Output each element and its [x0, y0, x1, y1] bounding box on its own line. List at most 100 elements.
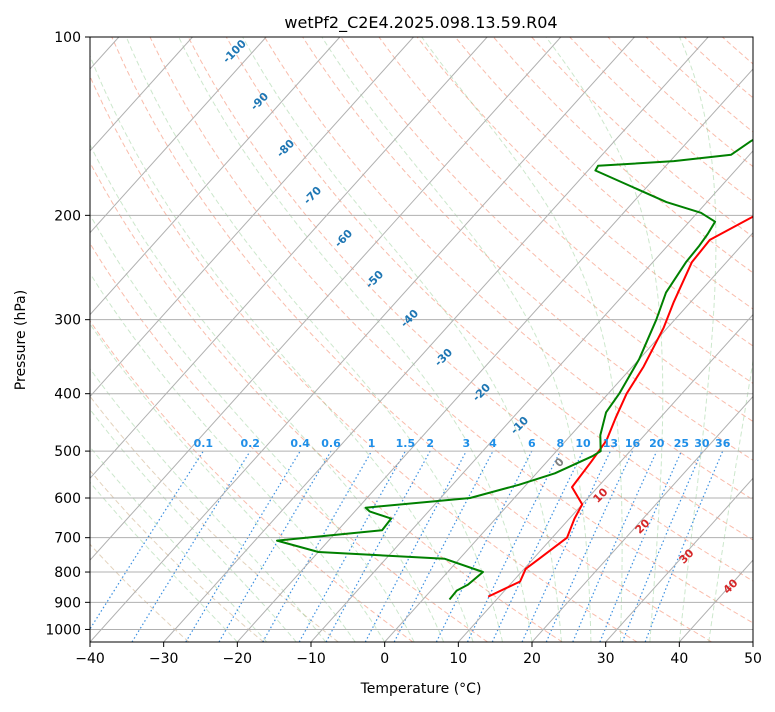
isotherm-line: [385, 37, 775, 642]
dry-adiabat-line: [493, 37, 775, 642]
mixing-ratio-label: 1.5: [396, 437, 416, 450]
dry-adiabat-label: 30: [677, 546, 697, 566]
y-axis-label: Pressure (hPa): [13, 290, 29, 390]
dry-adiabat-line: [265, 37, 775, 642]
x-tick-label: −20: [223, 651, 253, 667]
mixing-ratio-label: 6: [528, 437, 536, 450]
dry-adiabat-label: -70: [301, 184, 324, 207]
mixing-ratio-label: 3: [463, 437, 471, 450]
isotherm-line: [0, 37, 414, 642]
dry-adiabat-label: -90: [248, 90, 271, 113]
dry-adiabat-line: [455, 37, 775, 642]
dry-adiabat-line: [684, 37, 775, 642]
moist-adiabat-line: [0, 114, 355, 642]
isotherm-line: [0, 37, 487, 642]
mixing-ratio-line: [468, 451, 561, 642]
dry-adiabat-line: [303, 37, 775, 642]
mixing-ratio-label: 20: [649, 437, 665, 450]
x-tick-label: 20: [523, 651, 541, 667]
dry-adiabat-line: [0, 37, 338, 642]
y-tick-label: 1000: [45, 622, 81, 638]
y-tick-label: 100: [54, 30, 81, 46]
mixing-ratio-line: [132, 451, 250, 642]
moist-adiabat-line: [0, 150, 296, 642]
mixing-ratio-line: [299, 451, 405, 642]
x-tick-label: 50: [744, 651, 762, 667]
isotherm-line: [90, 37, 635, 642]
moist-adiabat-line: [0, 181, 237, 642]
dry-adiabat-label: -60: [332, 227, 355, 250]
dry-adiabat-line: [379, 37, 775, 642]
isotherm-line: [0, 37, 266, 642]
dry-adiabat-line: [532, 37, 775, 642]
mixing-ratio-label: 0.4: [290, 437, 310, 450]
mixing-ratio-line: [600, 451, 682, 642]
dry-adiabat-line: [226, 37, 775, 642]
y-tick-label: 600: [54, 491, 81, 507]
dry-adiabat-line: [646, 37, 775, 642]
dry-adiabat-line: [0, 37, 413, 642]
moist-adiabat-line: [422, 37, 622, 642]
x-tick-label: 10: [449, 651, 467, 667]
dry-adiabat-label: -80: [274, 137, 297, 160]
mixing-ratio-label: 30: [694, 437, 710, 450]
x-tick-label: 40: [670, 651, 688, 667]
dry-adiabat-label: 10: [591, 485, 611, 505]
mixing-ratio-line: [365, 451, 466, 642]
temperature-profile: [488, 37, 775, 597]
isotherm-line: [458, 37, 775, 642]
mixing-ratio-label: 0.6: [321, 437, 341, 450]
dry-adiabat-line: [0, 37, 488, 642]
y-tick-label: 800: [54, 565, 81, 581]
isotherm-line: [753, 37, 775, 642]
dry-adiabat-line: [417, 37, 775, 642]
x-axis-label: Temperature (°C): [360, 681, 482, 697]
mixing-ratio-label: 2: [426, 437, 434, 450]
mixing-ratio-label: 0.1: [194, 437, 214, 450]
dry-adiabat-line: [0, 37, 264, 642]
isotherm-line: [311, 37, 775, 642]
x-tick-label: 30: [597, 651, 615, 667]
x-tick-label: 0: [380, 651, 389, 667]
mixing-ratio-label: 16: [625, 437, 641, 450]
x-tick-label: −40: [75, 651, 105, 667]
dry-adiabat-label: -30: [432, 346, 455, 369]
moist-adiabat-line: [243, 37, 562, 642]
y-tick-label: 700: [54, 531, 81, 547]
mixing-ratio-label: 10: [575, 437, 591, 450]
moist-adiabat-line: [25, 73, 414, 642]
moist-adiabat-line: [0, 133, 326, 642]
isotherm-line: [679, 37, 775, 642]
mixing-ratio-line: [645, 451, 723, 642]
moist-adiabat-line: [546, 37, 663, 642]
y-tick-label: 900: [54, 595, 81, 611]
mixing-ratio-line: [573, 451, 657, 642]
mixing-ratio-label: 4: [489, 437, 497, 450]
dry-adiabat-label: -40: [398, 307, 421, 330]
mixing-ratio-line: [186, 451, 300, 642]
isotherm-line: [16, 37, 561, 642]
mixing-ratio-label: 13: [603, 437, 618, 450]
chart-title: wetPf2_C2E4.2025.098.13.59.R04: [284, 13, 557, 33]
dry-adiabat-label: 0: [552, 455, 567, 470]
mixing-ratio-line: [263, 451, 372, 642]
dry-adiabat-label: -10: [508, 414, 531, 437]
y-tick-label: 400: [54, 387, 81, 403]
plot-frame: [90, 37, 753, 642]
mixing-ratio-label: 0.2: [240, 437, 260, 450]
moist-adiabat-line: [46, 37, 444, 642]
dry-adiabat-label: 20: [633, 516, 653, 536]
mixing-ratio-line: [82, 451, 204, 642]
dry-adiabat-label: -50: [363, 268, 386, 291]
mixing-ratio-label: 25: [674, 437, 689, 450]
mixing-ratio-label: 36: [715, 437, 731, 450]
y-tick-label: 500: [54, 444, 81, 460]
isotherm-line: [164, 37, 709, 642]
mixing-ratio-line: [326, 451, 430, 642]
mixing-ratio-label: 1: [368, 437, 376, 450]
y-tick-label: 300: [54, 313, 81, 329]
mixing-ratio-label: 8: [557, 437, 565, 450]
x-tick-label: −10: [296, 651, 326, 667]
y-tick-label: 200: [54, 208, 81, 224]
